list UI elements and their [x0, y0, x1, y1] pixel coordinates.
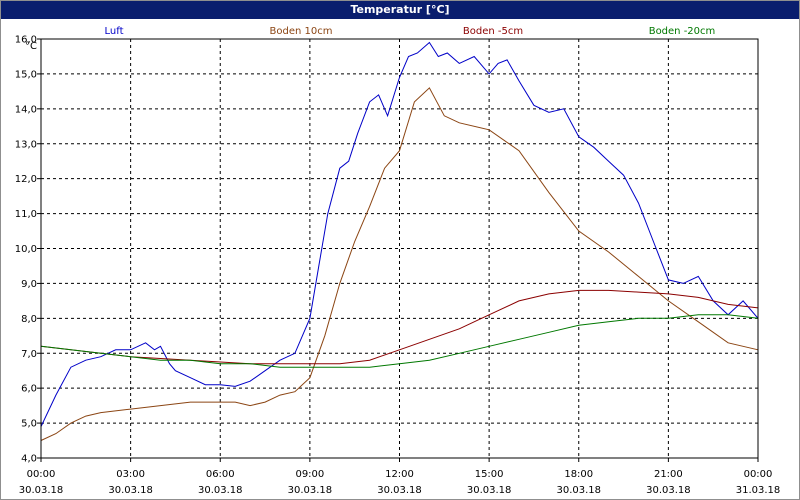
x-tick-date: 30.03.18: [108, 485, 153, 496]
x-tick-date: 30.03.18: [377, 485, 422, 496]
series-lines: [40, 41, 759, 441]
series-line-3: [40, 289, 759, 365]
x-tick-date: 31.03.18: [736, 485, 781, 496]
y-tick-label: 5,0: [21, 419, 37, 430]
x-tick-date: 30.03.18: [646, 485, 691, 496]
x-axis: 00:00 30.03.18 03:00 30.03.18 06:00 30.03.18 0…: [19, 458, 781, 496]
x-tick-time: 03:00: [116, 469, 145, 480]
x-tick-date: 30.03.18: [19, 485, 64, 496]
y-axis: 4,0 5,0 6,0 7,0 8,0 9,0 10,0 11,0 12,0 13,0 14,0 15…: [15, 35, 41, 465]
y-tick-label: 16,0: [15, 35, 37, 46]
x-tick-time: 06:00: [206, 469, 235, 480]
x-tick-time: 00:00: [744, 469, 773, 480]
series-line-1: [40, 41, 759, 427]
x-tick-date: 30.03.18: [288, 485, 333, 496]
x-tick-date: 30.03.18: [198, 485, 243, 496]
x-tick-time: 00:00: [27, 469, 56, 480]
legend-item-4: Boden -20cm: [649, 26, 716, 37]
series-line-2: [40, 87, 759, 441]
y-tick-label: 9,0: [21, 279, 37, 290]
y-tick-label: 6,0: [21, 384, 37, 395]
series-line-4: [40, 314, 759, 368]
y-axis-unit: °C: [25, 41, 37, 52]
y-tick-label: 4,0: [21, 454, 37, 465]
x-tick-time: 09:00: [295, 469, 324, 480]
y-tick-label: 12,0: [15, 174, 37, 185]
legend-item-1: Luft: [105, 26, 124, 37]
x-tick-time: 18:00: [564, 469, 593, 480]
x-tick-date: 30.03.18: [467, 485, 512, 496]
legend-item-3: Boden -5cm: [463, 26, 523, 37]
y-tick-label: 14,0: [15, 104, 37, 115]
y-tick-label: 13,0: [15, 139, 37, 150]
x-tick-date: 30.03.18: [556, 485, 601, 496]
y-tick-label: 15,0: [15, 69, 37, 80]
chart-title: Temperatur [°C]: [350, 3, 450, 16]
y-tick-label: 11,0: [15, 209, 37, 220]
x-tick-time: 21:00: [654, 469, 683, 480]
x-tick-time: 12:00: [385, 469, 414, 480]
x-tick-time: 15:00: [475, 469, 504, 480]
grid: [41, 39, 758, 458]
title-bar: Temperatur [°C]: [1, 1, 799, 19]
legend-item-2: Boden 10cm: [270, 26, 333, 37]
y-tick-label: 7,0: [21, 349, 37, 360]
legend: Luft Boden 10cm Boden -5cm Boden -20cm: [105, 26, 716, 37]
y-tick-label: 10,0: [15, 244, 37, 255]
y-tick-label: 8,0: [21, 314, 37, 325]
